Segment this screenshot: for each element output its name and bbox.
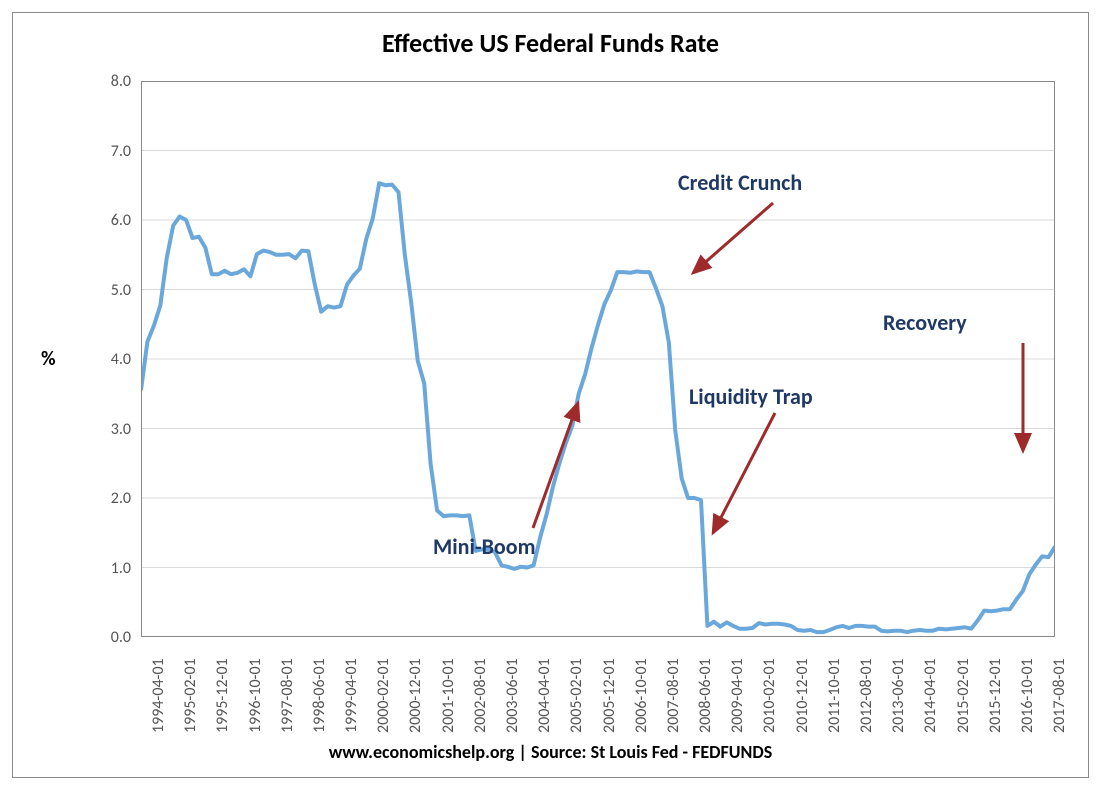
annotation-label: Credit Crunch bbox=[678, 169, 802, 196]
annotation-label: Mini-Boom bbox=[433, 533, 535, 560]
chart-frame: Effective US Federal Funds Rate % www.ec… bbox=[12, 12, 1089, 778]
annotation-label: Recovery bbox=[883, 309, 967, 336]
annotation-arrow bbox=[533, 403, 578, 528]
annotation-layer bbox=[13, 13, 1090, 779]
annotation-arrow bbox=[693, 203, 773, 273]
annotation-label: Liquidity Trap bbox=[689, 383, 813, 410]
annotation-arrow bbox=[713, 413, 775, 533]
